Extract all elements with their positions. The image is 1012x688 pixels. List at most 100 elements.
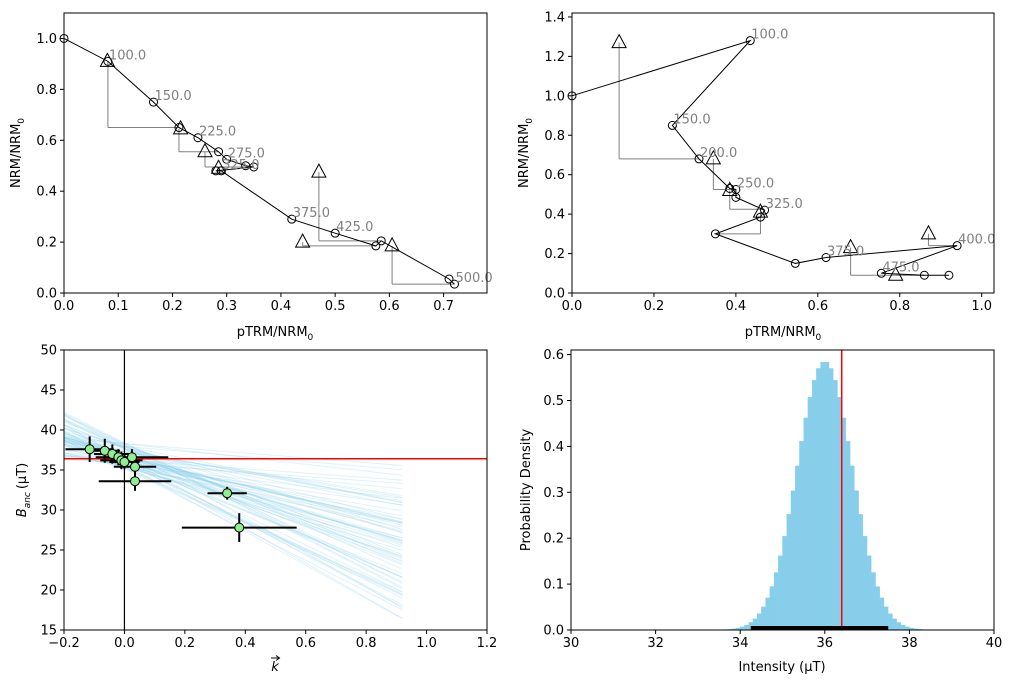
histogram-bar — [892, 618, 897, 631]
histogram-bar — [769, 586, 775, 631]
y-tick-label: 50 — [40, 344, 57, 359]
temperature-label: 275.0 — [228, 146, 265, 161]
y-tick-label: 0.8 — [544, 129, 565, 144]
ptrm-check-marker — [887, 266, 904, 281]
x-tick-label: 0.5 — [325, 299, 346, 314]
plot-frame — [63, 12, 488, 294]
y-tick-label: 1.4 — [544, 10, 565, 25]
x-tick-label: 34 — [732, 636, 749, 651]
posterior-fit-line — [64, 424, 403, 557]
x-tick-label: 36 — [817, 636, 834, 651]
x-axis-label: k — [271, 655, 281, 675]
arai-point — [667, 120, 677, 130]
histogram-bar — [786, 514, 792, 631]
specimen-point — [84, 444, 95, 455]
posterior-fit-line — [64, 439, 403, 595]
y-tick-label: 40 — [40, 424, 57, 439]
y-tick-label: 1.0 — [36, 32, 57, 47]
temperature-label: 250.0 — [737, 176, 774, 191]
x-tick-label: 40 — [986, 636, 1003, 651]
arai-point — [876, 268, 886, 278]
x-tick-label: 30 — [563, 636, 580, 651]
ptrm-check-marker — [172, 119, 189, 135]
y-tick-label: 0.4 — [543, 440, 564, 455]
histogram-bar — [875, 586, 880, 631]
panel-intensity-histogram: 30 32 34 36 38 40 0.0 0.1 0.2 0.3 0.4 0.5 0.6 Intens… — [519, 348, 1002, 675]
temperature-label: 425.0 — [336, 220, 373, 235]
histogram-bar — [816, 368, 821, 631]
arai-point — [944, 270, 954, 280]
arai-point — [952, 241, 962, 251]
y-tick-label: 25 — [40, 544, 57, 559]
x-tick-label: 0.6 — [295, 636, 316, 651]
posterior-fit-line — [64, 413, 403, 588]
x-tick-label: 0.6 — [379, 299, 400, 314]
arai-line — [63, 38, 455, 285]
y-tick-label: 30 — [40, 504, 57, 519]
y-axis-label: NRM/NRM0 — [517, 118, 535, 188]
histogram-bar — [862, 536, 868, 631]
ptrm-check-marker — [294, 233, 311, 248]
arai-point — [211, 166, 221, 176]
histogram-bar — [782, 536, 787, 631]
posterior-fit-line — [64, 418, 403, 583]
arai-point — [790, 258, 800, 268]
ptrm-check-marker — [197, 142, 213, 158]
y-axis-label: Banc(μT) — [15, 463, 33, 517]
plot-frame — [570, 349, 995, 631]
histogram-bar — [820, 362, 825, 631]
y-axis-label: Probability Density — [519, 429, 534, 552]
x-tick-label: 0.2 — [175, 636, 196, 651]
histogram-bar — [888, 613, 893, 631]
x-tick-label: 0.3 — [216, 299, 237, 314]
y-tick-label: 0.5 — [543, 394, 564, 409]
y-tick-label: 0.1 — [543, 578, 564, 593]
specimen-point — [126, 452, 137, 463]
y-tick-label: 35 — [40, 464, 57, 479]
temperature-label: 375.0 — [827, 245, 864, 260]
specimen-point — [222, 488, 233, 499]
histogram-bar — [795, 465, 800, 631]
histogram-bar — [833, 380, 838, 631]
arai-point — [330, 228, 340, 238]
temperature-label: 325.0 — [222, 158, 259, 173]
arai-point — [249, 162, 259, 172]
panel-bicep-fit: −0.2 0.0 0.2 0.4 0.6 0.8 1.0 1.2 15 20 25 30 35 40 45 5… — [15, 344, 497, 676]
x-tick-label: 0.2 — [162, 299, 183, 314]
x-tick-label: 1.0 — [416, 636, 437, 651]
posterior-fit-line — [64, 420, 403, 562]
x-tick-label: 1.2 — [477, 636, 498, 651]
posterior-fit-line — [64, 441, 403, 497]
x-tick-label: 0.2 — [644, 299, 665, 314]
x-tick-label: 0.6 — [807, 299, 828, 314]
y-tick-label: 0.8 — [36, 83, 57, 98]
y-tick-label: 0.6 — [543, 348, 564, 363]
histogram-bar — [850, 465, 855, 631]
temperature-label: 200.0 — [700, 146, 737, 161]
temperature-label: 475.0 — [882, 260, 919, 275]
y-tick-label: 0.0 — [36, 287, 57, 302]
posterior-fit-line — [64, 412, 403, 585]
posterior-fit-line — [64, 436, 403, 476]
histogram-bar — [845, 441, 851, 631]
ptrm-check-marker — [705, 149, 722, 165]
posterior-fit-line — [64, 414, 403, 590]
arai-point — [821, 253, 831, 263]
x-tick-label: 0.1 — [108, 299, 129, 314]
posterior-fit-line — [64, 420, 403, 579]
ptrm-check-marker — [752, 203, 769, 218]
y-tick-label: 0.0 — [544, 287, 565, 302]
y-tick-label: 0.3 — [543, 486, 564, 501]
ptrm-check-marker — [210, 159, 227, 174]
temperature-label: 375.0 — [293, 206, 330, 221]
x-tick-label: −0.2 — [48, 636, 80, 651]
posterior-fit-line — [64, 414, 403, 609]
posterior-fit-line — [64, 440, 403, 471]
posterior-fit-line — [64, 441, 403, 498]
y-tick-label: 15 — [40, 624, 57, 639]
y-tick-label: 1.0 — [544, 89, 565, 104]
arai-point — [694, 154, 704, 164]
